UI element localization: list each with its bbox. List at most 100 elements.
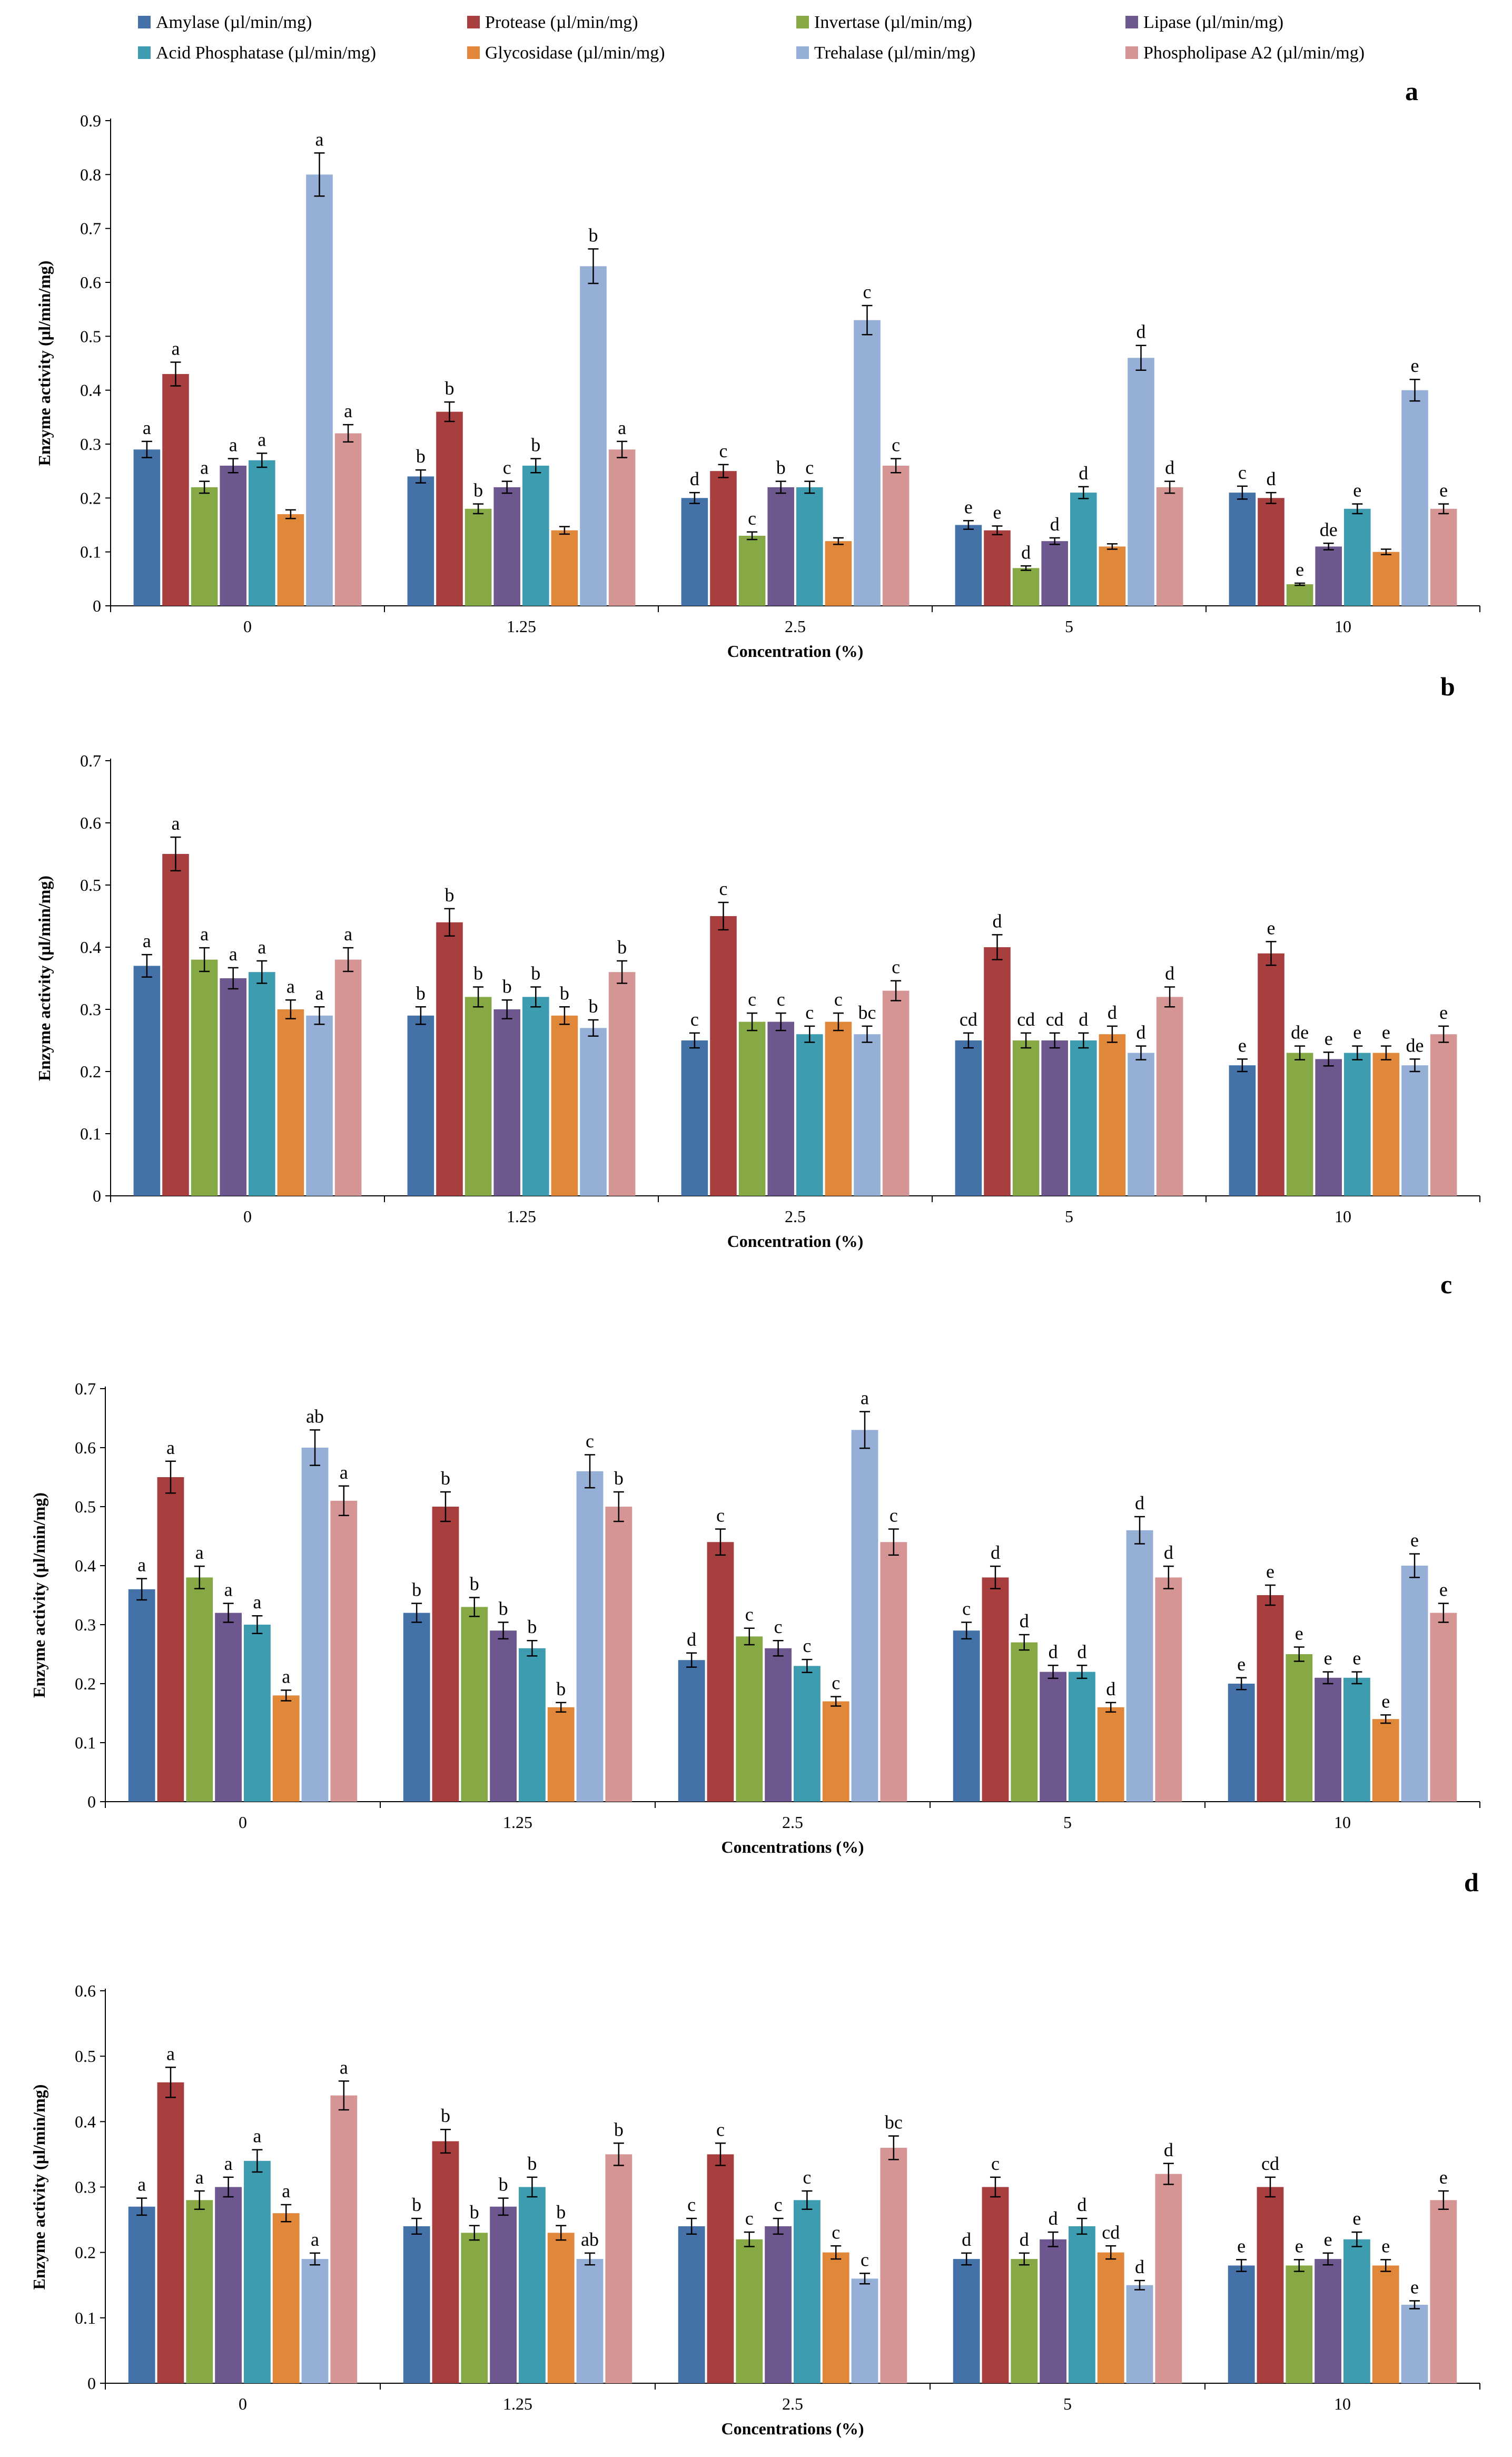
bar bbox=[1258, 953, 1284, 1196]
bar bbox=[681, 498, 708, 606]
significance-label: e bbox=[1295, 2235, 1303, 2256]
significance-label: a bbox=[224, 2153, 233, 2174]
significance-label: a bbox=[166, 1437, 175, 1458]
bar bbox=[736, 1636, 763, 1802]
bar bbox=[1126, 1530, 1153, 1802]
bar bbox=[1228, 1684, 1255, 1802]
bar bbox=[272, 1695, 300, 1802]
y-tick-label: 0.6 bbox=[80, 273, 101, 292]
significance-label: b bbox=[412, 2194, 421, 2215]
significance-label: b bbox=[473, 480, 483, 501]
significance-label: a bbox=[340, 2057, 348, 2078]
bar bbox=[133, 966, 161, 1196]
significance-label: b bbox=[499, 2174, 508, 2195]
significance-label: a bbox=[229, 944, 238, 965]
bar bbox=[461, 1607, 488, 1802]
significance-label: c bbox=[503, 457, 511, 478]
significance-label: c bbox=[745, 1604, 754, 1625]
bar bbox=[551, 530, 578, 606]
bar bbox=[128, 2206, 155, 2383]
significance-label: c bbox=[777, 989, 785, 1010]
legend-label: Phospholipase A2 (µl/min/mg) bbox=[1143, 43, 1365, 63]
x-tick-label: 5 bbox=[1063, 1813, 1072, 1832]
significance-label: c bbox=[586, 1430, 594, 1451]
significance-label: d bbox=[1077, 1641, 1086, 1662]
bar bbox=[1229, 493, 1256, 606]
bar bbox=[1343, 2239, 1370, 2383]
significance-label: b bbox=[470, 2202, 479, 2223]
significance-label: c bbox=[892, 957, 900, 978]
significance-label: a bbox=[344, 400, 352, 421]
bar bbox=[1372, 552, 1400, 606]
bar bbox=[128, 1589, 155, 1802]
significance-label: a bbox=[861, 1388, 869, 1409]
bar bbox=[277, 514, 304, 606]
bar bbox=[608, 972, 636, 1196]
significance-label: b bbox=[614, 1468, 624, 1489]
bar bbox=[301, 2259, 329, 2383]
significance-label: de bbox=[1320, 519, 1338, 540]
significance-label: d bbox=[1135, 1492, 1144, 1513]
significance-label: b bbox=[531, 963, 540, 984]
bar bbox=[1257, 2187, 1284, 2383]
x-tick-label: 10 bbox=[1335, 617, 1351, 636]
significance-label: c bbox=[748, 989, 756, 1010]
bar bbox=[880, 1542, 907, 1802]
legend-swatch bbox=[796, 16, 809, 28]
significance-label: c bbox=[861, 2249, 869, 2270]
x-tick-label: 1.25 bbox=[503, 2394, 532, 2413]
bar bbox=[1257, 1595, 1284, 1802]
x-axis-title: Concentration (%) bbox=[727, 1232, 864, 1251]
bar bbox=[854, 320, 881, 606]
bar bbox=[608, 449, 636, 606]
y-tick-label: 0.1 bbox=[75, 2308, 96, 2327]
significance-label: c bbox=[774, 1616, 783, 1637]
legend-swatch bbox=[467, 46, 480, 59]
significance-label: c bbox=[832, 1673, 840, 1694]
bar bbox=[955, 525, 982, 606]
bar bbox=[220, 465, 246, 606]
bar bbox=[334, 433, 362, 606]
significance-label: b bbox=[445, 884, 454, 906]
significance-label: e bbox=[1352, 2208, 1361, 2229]
significance-label: e bbox=[1353, 480, 1361, 501]
significance-label: a bbox=[344, 923, 352, 945]
significance-label: cd bbox=[1261, 2153, 1279, 2174]
bar bbox=[1430, 508, 1457, 606]
y-tick-label: 0.3 bbox=[80, 435, 101, 454]
significance-label: a bbox=[311, 2229, 319, 2250]
significance-label: b bbox=[589, 996, 598, 1017]
bar bbox=[738, 1021, 766, 1196]
x-tick-label: 10 bbox=[1334, 2394, 1351, 2413]
significance-label: c bbox=[890, 1505, 898, 1526]
bar bbox=[1097, 1707, 1124, 1802]
significance-label: e bbox=[1295, 1623, 1303, 1644]
bar bbox=[1372, 1053, 1400, 1196]
x-tick-label: 0 bbox=[239, 1813, 247, 1832]
panel-letter: d bbox=[1464, 1868, 1479, 1897]
bar bbox=[403, 1613, 430, 1802]
bar bbox=[736, 2239, 763, 2383]
bar bbox=[576, 1471, 604, 1802]
bar bbox=[1344, 508, 1371, 606]
legend-swatch bbox=[1125, 46, 1138, 59]
x-tick-label: 2.5 bbox=[785, 1207, 806, 1226]
y-tick-label: 0.4 bbox=[80, 381, 101, 400]
bar bbox=[215, 1613, 242, 1802]
bar bbox=[1012, 568, 1040, 606]
y-axis-title: Enzyme activity (µl/min/mg) bbox=[29, 1492, 48, 1698]
significance-label: e bbox=[1411, 355, 1419, 376]
bar bbox=[133, 449, 161, 606]
bar bbox=[1155, 1577, 1182, 1802]
significance-label: c bbox=[748, 508, 756, 529]
legend-label: Glycosidase (µl/min/mg) bbox=[485, 43, 665, 63]
bar bbox=[605, 2154, 633, 2383]
y-tick-label: 0.1 bbox=[80, 543, 101, 562]
bar bbox=[1401, 390, 1428, 606]
bar bbox=[490, 2206, 517, 2383]
legend-item: Invertase (µl/min/mg) bbox=[796, 13, 972, 32]
legend-item: Glycosidase (µl/min/mg) bbox=[467, 43, 665, 63]
y-tick-label: 0.8 bbox=[80, 165, 101, 184]
significance-label: b bbox=[499, 1598, 508, 1619]
bar bbox=[1286, 584, 1313, 606]
